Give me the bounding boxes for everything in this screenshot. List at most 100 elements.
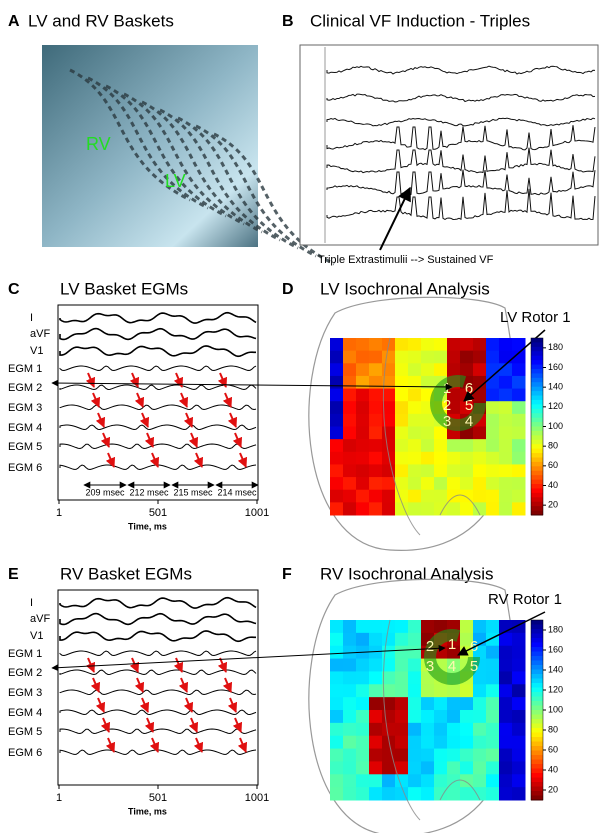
colorbar-tick-label: 20: [548, 784, 558, 794]
isochrone-cell: [343, 684, 357, 698]
isochrone-cell: [460, 684, 474, 698]
isochrone-cell: [330, 645, 344, 660]
colorbar-tick-label: 180: [548, 342, 563, 352]
activation-arrow: [178, 392, 189, 408]
activation-arrow: [188, 432, 199, 448]
isochrone-cell: [512, 632, 526, 647]
isochrone-cell: [382, 413, 396, 427]
channel-label: I: [30, 597, 33, 609]
isochrone-cell: [486, 502, 500, 516]
isochrone-cell: [512, 426, 526, 440]
ecg-trace: [326, 65, 596, 75]
activation-arrow: [144, 432, 155, 448]
isochrone-cell: [434, 338, 448, 352]
colorbar-cell: [531, 732, 543, 738]
isochrone-cell: [486, 375, 500, 390]
isochrone-cell: [473, 735, 487, 750]
colorbar-cell: [531, 364, 543, 370]
colorbar-tick-label: 40: [548, 480, 558, 490]
colorbar-cell: [531, 395, 543, 401]
activation-arrow: [90, 677, 101, 693]
isochrone-cell: [434, 710, 448, 724]
isochrone-cell: [408, 350, 422, 364]
isochrone-cell: [499, 426, 513, 440]
colorbar-cell: [531, 338, 543, 343]
isochrone-cell: [382, 350, 396, 364]
colorbar-cell: [531, 360, 543, 366]
colorbar-tick-label: 160: [548, 362, 563, 372]
isochrone-cell: [499, 413, 513, 427]
isochrone-cell: [343, 671, 357, 685]
basket-spline: [195, 124, 317, 258]
isochrone-cell: [421, 735, 435, 750]
isochrone-cell: [447, 722, 461, 737]
isochrone-cell: [382, 489, 396, 503]
isochrone-cell: [447, 761, 461, 775]
activation-arrow: [149, 737, 160, 753]
isochrone-cell: [447, 748, 461, 762]
isochrone-cell: [395, 710, 409, 724]
isochrone-cell: [343, 489, 357, 503]
isochrone-cell: [512, 722, 526, 737]
isochrone-cell: [434, 697, 448, 711]
isochrone-cell: [499, 451, 513, 465]
panel-title: RV Isochronal Analysis: [320, 564, 494, 583]
isochrone-cell: [382, 401, 396, 415]
isochrone-cell: [343, 748, 357, 762]
activation-arrow: [85, 657, 96, 673]
colorbar-cell: [531, 461, 543, 467]
isochrone-cell: [434, 451, 448, 465]
colorbar-cell: [531, 759, 543, 765]
isochrone-cell: [460, 350, 474, 364]
colorbar-cell: [531, 629, 543, 634]
isochrone-cell: [460, 761, 474, 775]
activation-arrow: [129, 657, 140, 673]
panel-title: RV Basket EGMs: [60, 564, 192, 583]
isochrone-cell: [447, 502, 461, 516]
channel-label: EGM 1: [8, 648, 42, 660]
isochrone-cell: [395, 658, 409, 672]
isochrone-cell: [434, 620, 448, 634]
isochrone-cell: [421, 710, 435, 724]
rotor-number: 5: [470, 658, 478, 675]
colorbar-cell: [531, 439, 543, 445]
isochrone-cell: [473, 489, 487, 503]
isochrone-cell: [395, 774, 409, 788]
ecg-trace: [326, 188, 596, 221]
isochrone-cell: [395, 761, 409, 775]
isochrone-cell: [473, 477, 487, 491]
channel-label: EGM 1: [8, 363, 42, 375]
isochrone-cell: [512, 439, 526, 453]
isochrone-cell: [395, 338, 409, 352]
isochrone-cell: [369, 722, 383, 737]
isochrone-cell: [330, 363, 344, 377]
x-tick-label: 1001: [245, 507, 269, 519]
isochrone-cell: [369, 710, 383, 724]
isochrone-cell: [408, 632, 422, 647]
isochrone-cell: [460, 464, 474, 478]
isochrone-cell: [330, 502, 344, 516]
isochrone-cell: [330, 671, 344, 685]
isochrone-cell: [473, 451, 487, 465]
rotor-number: 4: [465, 413, 473, 430]
colorbar-tick-label: 100: [548, 421, 563, 431]
rotor-label: RV Rotor 1: [488, 591, 562, 608]
ecg-trace: [326, 147, 596, 174]
isochrone-cell: [486, 658, 500, 672]
egm-trace: [59, 327, 257, 341]
isochrone-cell: [473, 787, 487, 801]
ecg-trace: [326, 93, 596, 103]
isochrone-cell: [512, 735, 526, 750]
colorbar-cell: [531, 741, 543, 747]
isochrone-cell: [421, 489, 435, 503]
isochrone-cell: [473, 350, 487, 364]
channel-label: I: [30, 312, 33, 324]
colorbar-tick-label: 20: [548, 500, 558, 510]
isochrone-cell: [473, 748, 487, 762]
isochrone-cell: [395, 502, 409, 516]
rotor-number: 2: [443, 397, 451, 414]
isochrone-cell: [486, 710, 500, 724]
isochrone-cell: [330, 710, 344, 724]
isochrone-cell: [382, 502, 396, 516]
image-label: LV: [165, 171, 186, 191]
